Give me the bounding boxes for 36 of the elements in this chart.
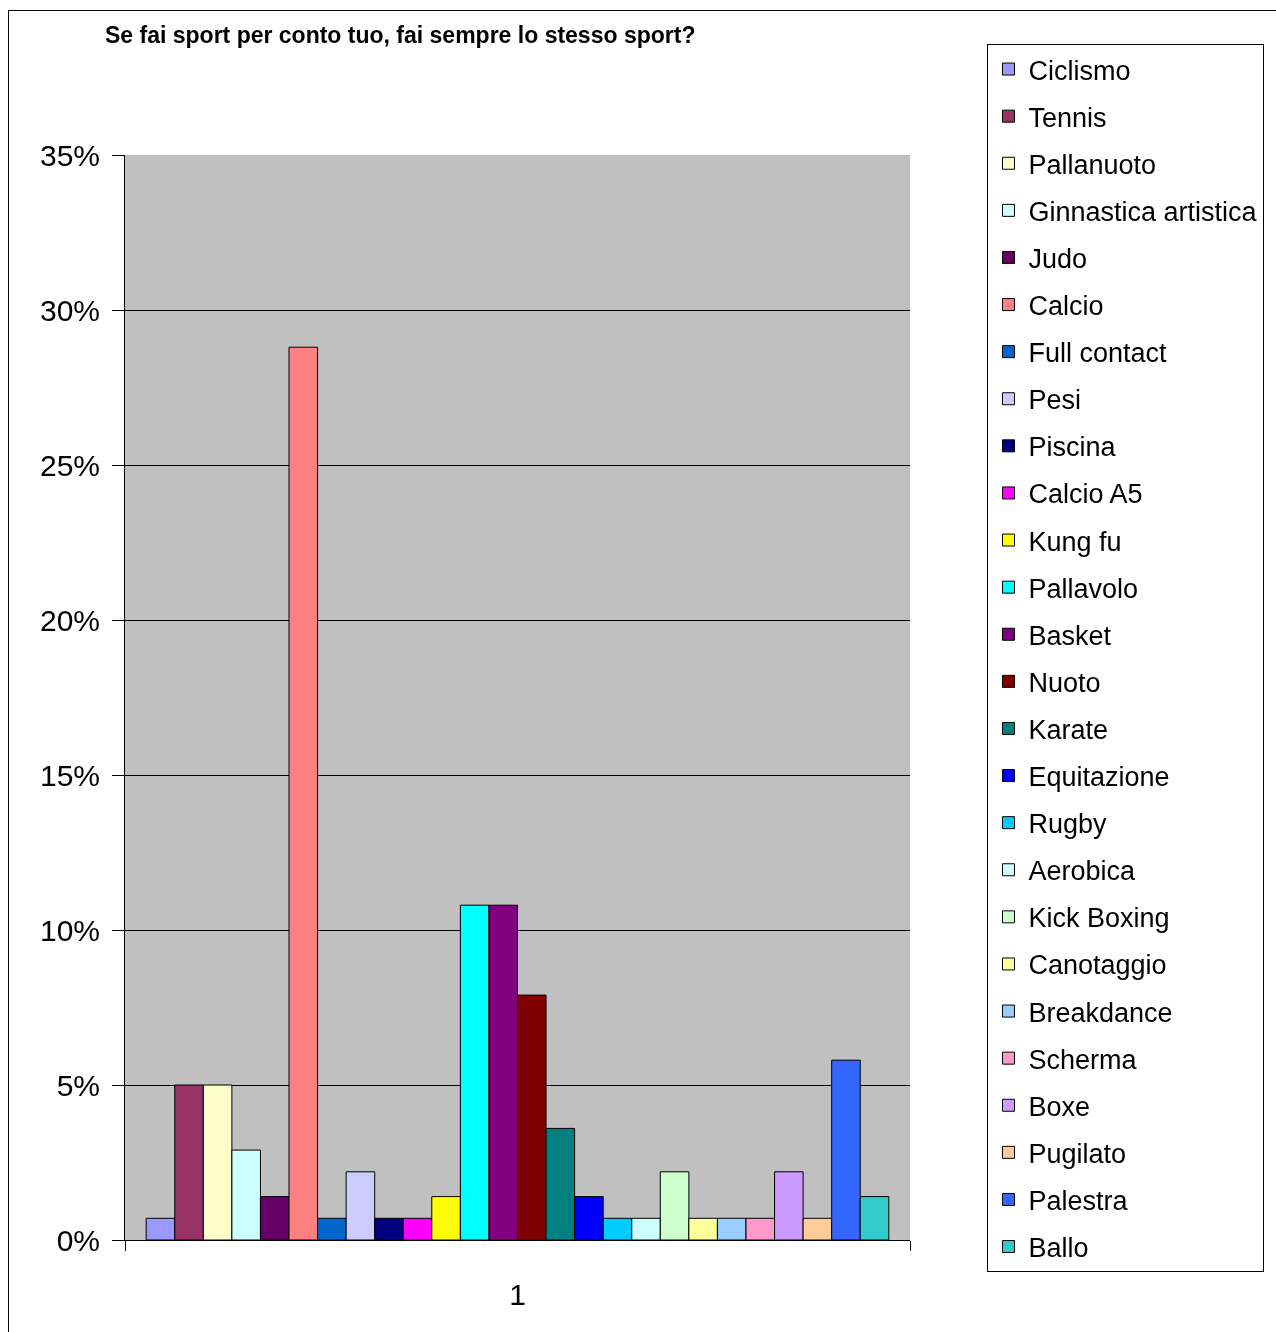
- legend-label: Equitazione: [1028, 762, 1170, 793]
- legend-label: Ballo: [1028, 1233, 1089, 1264]
- legend-label: Palestra: [1028, 1185, 1129, 1216]
- y-tick-label: 0%: [56, 1223, 100, 1257]
- y-tick-label: 5%: [56, 1068, 100, 1102]
- y-tick-label: 30%: [39, 293, 100, 327]
- legend-label: Boxe: [1028, 1091, 1091, 1122]
- legend-label: Canotaggio: [1028, 950, 1167, 981]
- y-tick-label: 15%: [39, 758, 100, 792]
- legend-label: Rugby: [1028, 809, 1108, 840]
- legend-label: Ginnastica artistica: [1028, 196, 1258, 227]
- legend-label: Kick Boxing: [1028, 903, 1170, 934]
- legend-label: Scherma: [1028, 1044, 1138, 1075]
- legend-label: Kung fu: [1028, 526, 1122, 557]
- legend-label: Calcio A5: [1028, 479, 1143, 510]
- legend-label: Pesi: [1028, 385, 1082, 416]
- y-tick-label: 20%: [39, 603, 100, 637]
- legend-label: Pallanuoto: [1028, 149, 1157, 180]
- y-tick-label: 35%: [39, 138, 100, 172]
- y-tick-label: 10%: [39, 913, 100, 947]
- legend-label: Judo: [1028, 243, 1088, 274]
- legend-label: Ciclismo: [1028, 55, 1131, 86]
- x-tick-label: 1: [509, 1278, 526, 1311]
- legend-label: Basket: [1028, 620, 1112, 651]
- legend-label: Pugilato: [1028, 1138, 1127, 1169]
- legend-label: Tennis: [1028, 102, 1107, 133]
- y-tick-label: 25%: [39, 448, 100, 482]
- legend-label: Piscina: [1028, 432, 1117, 463]
- chart-title: Se fai sport per conto tuo, fai sempre lo stesso sport?: [105, 22, 696, 49]
- legend-label: Nuoto: [1028, 667, 1101, 698]
- legend-label: Pallavolo: [1028, 573, 1139, 604]
- legend-label: Calcio: [1028, 291, 1104, 322]
- legend-label: Breakdance: [1028, 997, 1173, 1028]
- legend-label: Aerobica: [1028, 856, 1137, 887]
- legend-label: Full contact: [1028, 338, 1168, 369]
- legend-label: Karate: [1028, 714, 1109, 745]
